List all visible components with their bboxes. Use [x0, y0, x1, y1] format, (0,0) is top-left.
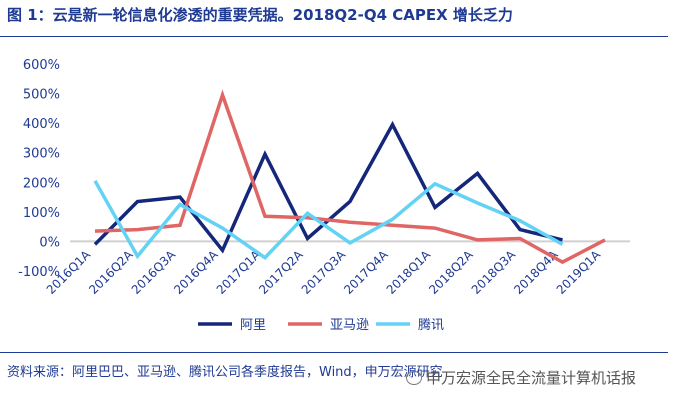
y-tick-label: -100% — [18, 265, 60, 280]
y-tick-label: 0% — [39, 235, 60, 250]
title-divider — [0, 36, 668, 37]
x-tick-label: 2016Q4A — [171, 247, 221, 297]
y-tick-label: 500% — [23, 88, 60, 103]
y-tick-label: 400% — [23, 117, 60, 132]
x-tick-label: 2018Q4A — [511, 247, 561, 297]
y-tick-label: 300% — [23, 147, 60, 162]
series-line — [93, 179, 564, 260]
x-tick-label: 2017Q2A — [256, 247, 306, 297]
y-tick-label: 600% — [23, 58, 60, 73]
legend-label: 亚马逊 — [330, 318, 369, 333]
wechat-icon — [406, 370, 422, 385]
x-tick-label: 2018Q3A — [469, 247, 519, 297]
y-tick-label: 200% — [23, 176, 60, 191]
figure-title: 图 1：云是新一轮信息化渗透的重要凭据。2018Q2-Q4 CAPEX 增长乏力 — [7, 6, 513, 24]
legend-label: 阿里 — [240, 318, 266, 333]
x-tick-label: 2017Q4A — [341, 247, 391, 297]
watermark: 申万宏源全民全流量计算机话报 — [406, 367, 636, 388]
capex-growth-line-chart: 600%500%400%300%200%100%0%-100%2016Q1A20… — [18, 58, 630, 333]
x-tick-label: 2018Q2A — [426, 247, 476, 297]
source-divider — [0, 352, 668, 353]
legend-label: 腾讯 — [418, 317, 444, 333]
watermark-text: 申万宏源全民全流量计算机话报 — [426, 369, 637, 387]
x-tick-label: 2017Q1A — [214, 247, 264, 297]
series-line — [93, 120, 563, 254]
x-tick-label: 2018Q1A — [384, 247, 434, 297]
source-note: 资料来源：阿里巴巴、亚马逊、腾讯公司各季度报告，Wind，申万宏源研究 — [7, 365, 443, 380]
x-tick-label: 2016Q2A — [86, 247, 136, 297]
y-tick-label: 100% — [23, 206, 60, 221]
x-tick-label: 2017Q3A — [299, 247, 349, 297]
series-line — [94, 89, 606, 265]
